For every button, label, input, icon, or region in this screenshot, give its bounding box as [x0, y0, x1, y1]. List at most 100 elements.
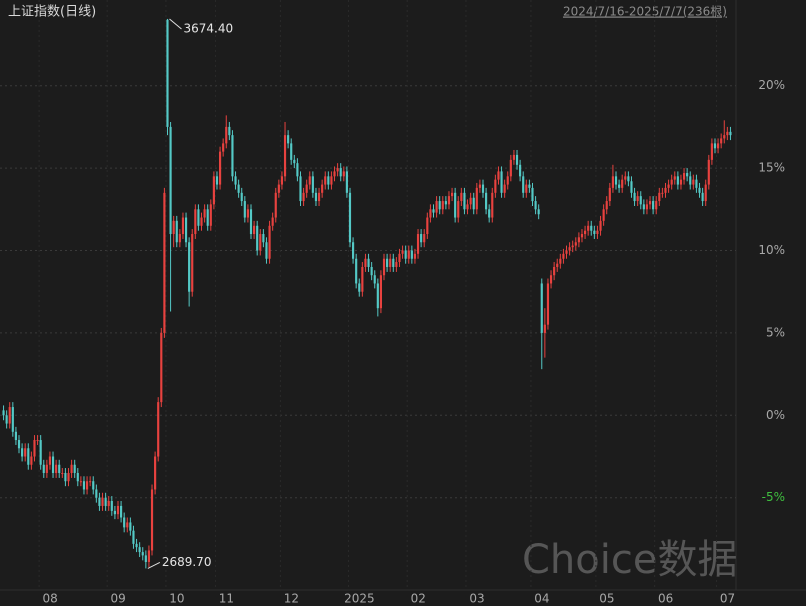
candle-body: [485, 192, 488, 210]
candle-body: [720, 138, 723, 144]
x-tick-label: 05: [599, 592, 614, 606]
candle-body: [472, 197, 475, 210]
candle-body: [713, 143, 717, 149]
candle-body: [568, 247, 571, 251]
x-tick-label: 06: [658, 592, 673, 606]
candle-body: [166, 19, 169, 127]
candle-body: [21, 448, 24, 457]
candle-body: [707, 159, 710, 185]
candle-body: [188, 242, 191, 292]
candle-body: [515, 154, 519, 165]
candle-body: [602, 209, 605, 221]
candle-body: [299, 176, 302, 202]
candle-body: [73, 464, 76, 473]
candle-body: [98, 497, 101, 506]
candle-body: [17, 440, 21, 449]
candle-body: [416, 234, 420, 254]
candle-body: [679, 179, 683, 185]
candle-body: [432, 209, 435, 213]
candle-body: [392, 258, 395, 267]
candle-body: [324, 176, 327, 185]
candle-body: [147, 550, 151, 562]
annotation: 3674.40: [183, 21, 233, 35]
candle-body: [67, 472, 70, 482]
candle-body: [237, 184, 240, 193]
candle-body: [259, 234, 262, 251]
candle-body: [321, 184, 324, 193]
candle-body: [42, 464, 45, 473]
candle-body: [24, 448, 27, 457]
candle-body: [79, 481, 82, 483]
candle-body: [497, 171, 500, 180]
candle-body: [290, 143, 293, 160]
candle-body: [599, 220, 602, 231]
candle-body: [454, 192, 457, 218]
candle-body: [667, 184, 670, 188]
candle-body: [565, 250, 568, 254]
candle-body: [621, 179, 624, 188]
candle-body: [413, 253, 417, 259]
candle-body: [528, 184, 531, 188]
candle-body: [376, 283, 379, 309]
y-tick-label: -5%: [762, 490, 785, 504]
candle-body: [8, 407, 11, 424]
candle-body: [277, 184, 280, 193]
candle-body: [268, 225, 271, 259]
candle-body: [243, 201, 246, 218]
candle-body: [441, 201, 444, 210]
candle-body: [104, 497, 107, 506]
candle-body: [342, 171, 345, 177]
candle-body: [308, 176, 311, 185]
candle-body: [14, 431, 18, 441]
candle-body: [92, 481, 95, 490]
candle-body: [438, 201, 441, 210]
candle-body: [429, 209, 432, 218]
candle-body: [389, 258, 392, 267]
candle-body: [126, 522, 129, 528]
candle-body: [379, 275, 383, 309]
candle-body: [172, 220, 175, 235]
candle-body: [212, 176, 215, 205]
candle-body: [373, 275, 376, 284]
candle-body: [154, 456, 157, 490]
candle-body: [113, 510, 116, 515]
candle-body: [698, 187, 701, 193]
candle-body: [673, 176, 676, 180]
candle-body: [107, 501, 110, 506]
candle-body: [559, 258, 562, 264]
candle-body: [593, 230, 596, 235]
candle-body: [256, 225, 259, 251]
candle-body: [655, 201, 658, 210]
candle-body: [2, 410, 5, 416]
candle-body: [61, 472, 64, 474]
candle-body: [590, 225, 593, 231]
candle-body: [283, 135, 287, 177]
plot: -5% 0% 5% 10% 15% 20% 08 09 10 11 12 2025 02 03 04 05 06…: [0, 0, 785, 606]
candle-body: [138, 547, 141, 553]
candle-body: [30, 456, 33, 465]
candle-body: [209, 204, 212, 226]
candle-body: [670, 179, 673, 185]
y-tick-label: 0%: [766, 408, 785, 422]
candle-body: [716, 143, 720, 149]
candle-body: [695, 179, 698, 188]
candle-body: [116, 505, 120, 515]
candle-body: [481, 184, 485, 193]
candle-body: [339, 168, 342, 177]
candle-body: [218, 151, 222, 185]
candle-body: [348, 192, 352, 243]
candle-body: [522, 176, 525, 193]
x-tick-label: 04: [534, 592, 549, 606]
candle-body: [89, 481, 92, 483]
candle-body: [642, 204, 645, 210]
x-tick-label: 08: [42, 592, 57, 606]
date-range[interactable]: 2024/7/16-2025/7/7(236根): [563, 5, 727, 19]
candle-body: [27, 448, 30, 465]
candle-body: [534, 201, 537, 210]
candle-body: [608, 187, 611, 202]
candle-body: [132, 530, 135, 544]
candle-body: [624, 176, 627, 180]
candle-body: [676, 176, 679, 185]
candle-body: [327, 176, 330, 185]
candle-body: [553, 266, 556, 276]
